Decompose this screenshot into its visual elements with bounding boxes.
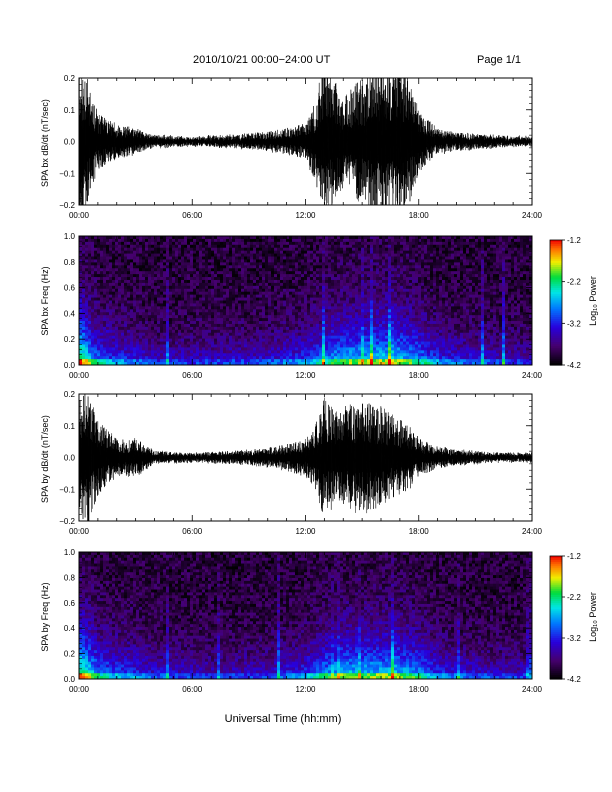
y-tick-label: −0.1 [59, 485, 75, 494]
waveform-trace-3 [79, 394, 532, 521]
x-tick-label: 18:00 [409, 527, 430, 536]
x-tick-label: 12:00 [295, 685, 316, 694]
y-tick-label: 0.8 [64, 573, 76, 582]
colorbar-tick-label: -3.2 [567, 634, 581, 643]
x-axis-label: Universal Time (hh:mm) [225, 713, 342, 725]
y-tick-label: 0.4 [64, 624, 76, 633]
x-tick-label: 00:00 [69, 211, 90, 220]
x-tick-label: 18:00 [409, 211, 430, 220]
colorbar-tick-label: -2.2 [567, 593, 581, 602]
y-tick-label: 1.0 [64, 232, 76, 241]
heatmap-cells-2 [79, 236, 532, 365]
y-tick-label: −0.2 [59, 201, 75, 210]
y-tick-label: 0.2 [64, 650, 76, 659]
x-tick-label: 18:00 [409, 685, 430, 694]
x-tick-label: 12:00 [295, 211, 316, 220]
waveform-trace-1 [79, 78, 532, 205]
x-tick-label: 18:00 [409, 371, 430, 380]
colorbar-2: -1.2 -2.2 -3.2 -4.2 [549, 236, 581, 370]
panel-bx-spectrogram: SPA bx Freq (Hz) Log₁₀ Power -1.2 -2.2 -3.… [40, 232, 598, 380]
x-tick-label: 00:00 [69, 527, 90, 536]
panel-2-ylabel: SPA bx Freq (Hz) [40, 266, 50, 335]
x-tick-label: 00:00 [69, 685, 90, 694]
colorbar-1-label: Log₁₀ Power [588, 276, 598, 326]
panel-1-ylabel: SPA bx dB/dt (nT/sec) [40, 99, 50, 187]
heatmap-cells-4 [79, 552, 532, 679]
y-tick-label: 0.0 [64, 675, 76, 684]
colorbar-tick-label: -2.2 [567, 278, 581, 287]
y-tick-label: 0.0 [64, 138, 76, 147]
panel-by-waveform: SPA by dB/dt (nT/sec) 00:00 06:00 12:00 18:… [40, 390, 543, 536]
x-tick-label: 24:00 [522, 371, 543, 380]
y-tick-label: 0.4 [64, 309, 76, 318]
colorbar-tick-label: -4.2 [567, 675, 581, 684]
y-tick-label: 0.1 [64, 422, 76, 431]
y-tick-label: 0.0 [64, 454, 76, 463]
y-tick-label: 0.6 [64, 284, 76, 293]
panel-4-ylabel: SPA by Freq (Hz) [40, 582, 50, 651]
colorbar-tick-label: -1.2 [567, 552, 581, 561]
y-tick-label: 1.0 [64, 548, 76, 557]
colorbar-tick-label: -4.2 [567, 361, 581, 370]
y-tick-label: 0.8 [64, 258, 76, 267]
y-tick-label: 0.2 [64, 335, 76, 344]
x-tick-label: 24:00 [522, 211, 543, 220]
figure-title: 2010/10/21 00:00−24:00 UT [193, 54, 331, 66]
x-tick-label: 06:00 [182, 211, 203, 220]
x-tick-label: 06:00 [182, 527, 203, 536]
x-tick-label: 06:00 [182, 371, 203, 380]
y-tick-label: 0.2 [64, 74, 76, 83]
page-label: Page 1/1 [477, 54, 522, 66]
y-tick-label: 0.6 [64, 599, 76, 608]
y-tick-label: 0.1 [64, 106, 76, 115]
y-tick-label: 0.2 [64, 390, 76, 399]
colorbar-tick-label: -1.2 [567, 236, 581, 245]
colorbar-4: -1.2 -2.2 -3.2 -4.2 [549, 552, 581, 684]
y-tick-label: −0.2 [59, 517, 75, 526]
panel-bx-waveform: SPA bx dB/dt (nT/sec) 00:00 06:00 12:00 18:… [40, 74, 543, 220]
x-tick-label: 12:00 [295, 527, 316, 536]
x-tick-label: 24:00 [522, 685, 543, 694]
x-tick-label: 00:00 [69, 371, 90, 380]
x-tick-label: 24:00 [522, 527, 543, 536]
y-tick-label: −0.1 [59, 169, 75, 178]
panel-by-spectrogram: SPA by Freq (Hz) Log₁₀ Power -1.2 -2.2 -3.… [40, 548, 598, 694]
colorbar-tick-label: -3.2 [567, 319, 581, 328]
x-tick-label: 06:00 [182, 685, 203, 694]
x-tick-label: 12:00 [295, 371, 316, 380]
colorbar-2-label: Log₁₀ Power [588, 592, 598, 642]
y-tick-label: 0.0 [64, 361, 76, 370]
panel-3-ylabel: SPA by dB/dt (nT/sec) [40, 415, 50, 503]
